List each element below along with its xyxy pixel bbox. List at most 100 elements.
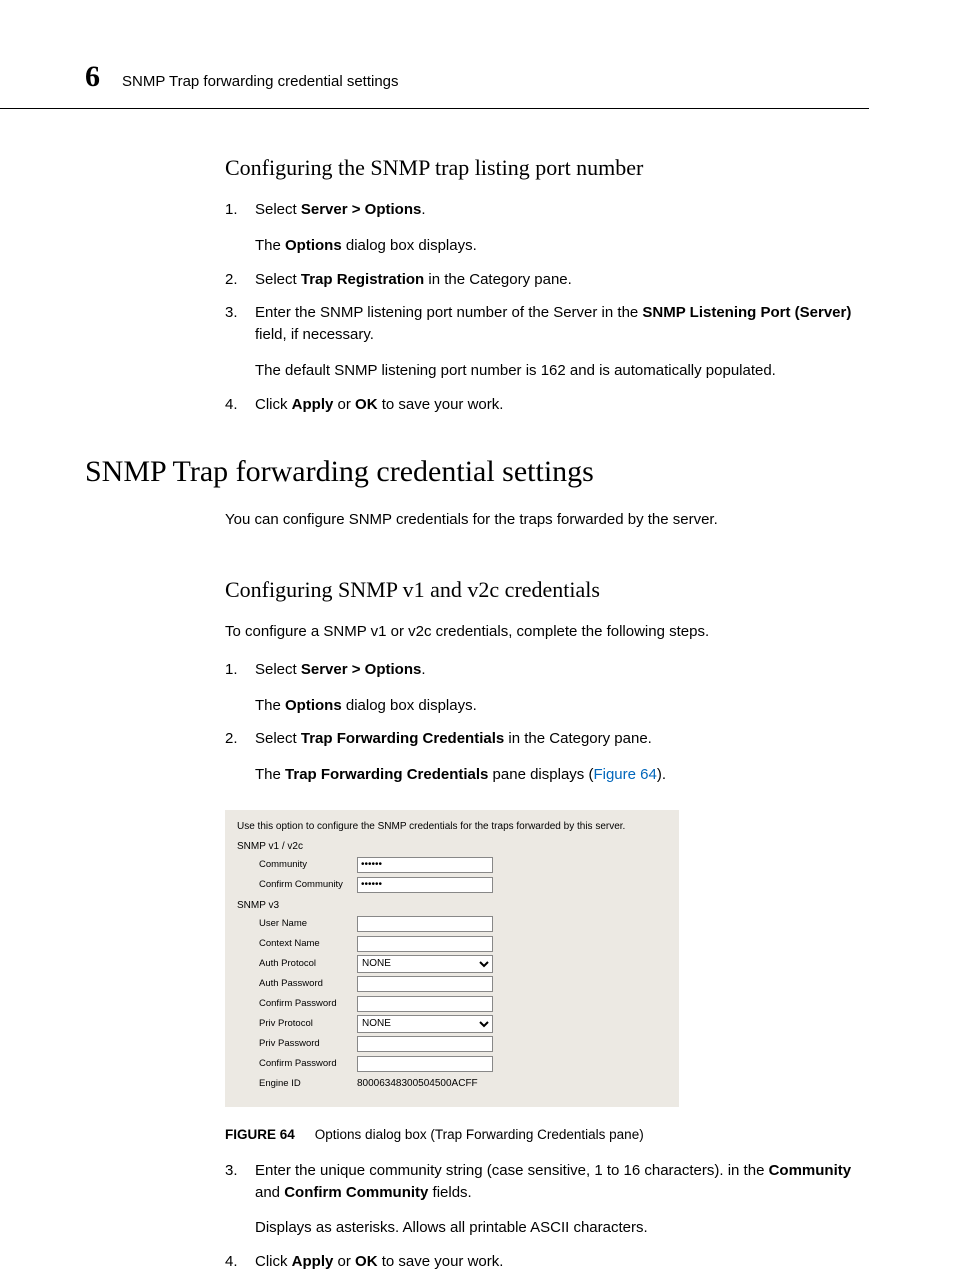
- list-item: Select Server > Options. The Options dia…: [225, 199, 869, 257]
- step-text: .: [421, 201, 425, 218]
- text: dialog box displays.: [342, 237, 477, 254]
- snmp-v3-section-label: SNMP v3: [237, 900, 667, 911]
- dialog-name: Options: [285, 237, 342, 254]
- priv-password-input[interactable]: [357, 1036, 493, 1052]
- menu-path: Server > Options: [301, 661, 421, 678]
- button-name: Apply: [292, 1253, 334, 1270]
- step-sub: The Trap Forwarding Credentials pane dis…: [255, 764, 869, 786]
- figure-64: Use this option to configure the SNMP cr…: [225, 810, 869, 1142]
- step-text: field, if necessary.: [255, 326, 374, 343]
- step-text: fields.: [428, 1184, 471, 1201]
- list-item: Select Trap Registration in the Category…: [225, 269, 869, 291]
- section-heading-credentials: SNMP Trap forwarding credential settings: [85, 455, 869, 489]
- section-intro: To configure a SNMP v1 or v2c credential…: [225, 621, 869, 643]
- section-heading-listing-port: Configuring the SNMP trap listing port n…: [225, 155, 869, 181]
- field-name: Community: [769, 1162, 852, 1179]
- step-sub: The Options dialog box displays.: [255, 235, 869, 257]
- text: The: [255, 766, 285, 783]
- priv-protocol-select[interactable]: NONE: [357, 1015, 493, 1033]
- field-row-priv-protocol: Priv Protocol NONE: [259, 1015, 667, 1033]
- field-name: Confirm Community: [284, 1184, 428, 1201]
- field-label: Auth Password: [259, 978, 357, 989]
- snmp-v1v2c-section-label: SNMP v1 / v2c: [237, 841, 667, 852]
- field-row-user-name: User Name: [259, 915, 667, 933]
- user-name-input[interactable]: [357, 916, 493, 932]
- field-label: Engine ID: [259, 1078, 357, 1089]
- step-text: in the Category pane.: [424, 271, 572, 288]
- field-row-context-name: Context Name: [259, 935, 667, 953]
- text: The: [255, 237, 285, 254]
- step-text: Click: [255, 396, 292, 413]
- page-header: 6 SNMP Trap forwarding credential settin…: [0, 0, 869, 109]
- step-text: Select: [255, 271, 301, 288]
- field-label: Community: [259, 859, 357, 870]
- field-label: Confirm Password: [259, 1058, 357, 1069]
- step-text: in the Category pane.: [504, 730, 652, 747]
- dialog-screenshot: Use this option to configure the SNMP cr…: [225, 810, 679, 1107]
- figure-caption: FIGURE 64 Options dialog box (Trap Forwar…: [225, 1127, 869, 1142]
- field-row-confirm-password-2: Confirm Password: [259, 1055, 667, 1073]
- field-label: Confirm Community: [259, 879, 357, 890]
- field-label: Priv Password: [259, 1038, 357, 1049]
- figure-caption-text: Options dialog box (Trap Forwarding Cred…: [315, 1127, 644, 1142]
- step-sub: The default SNMP listening port number i…: [255, 360, 869, 382]
- step-sub: The Options dialog box displays.: [255, 695, 869, 717]
- text: dialog box displays.: [342, 697, 477, 714]
- step-text: and: [255, 1184, 284, 1201]
- list-item: Click Apply or OK to save your work.: [225, 1251, 869, 1273]
- step-text: .: [421, 661, 425, 678]
- auth-password-input[interactable]: [357, 976, 493, 992]
- figure-number: FIGURE 64: [225, 1127, 295, 1142]
- text: ).: [657, 766, 666, 783]
- list-item: Select Trap Forwarding Credentials in th…: [225, 728, 869, 786]
- steps-v1v2c: Select Server > Options. The Options dia…: [225, 659, 869, 786]
- text: pane displays (: [488, 766, 593, 783]
- field-row-confirm-community: Confirm Community: [259, 876, 667, 894]
- list-item: Enter the SNMP listening port number of …: [225, 302, 869, 381]
- running-title: SNMP Trap forwarding credential settings: [122, 73, 399, 90]
- auth-protocol-select[interactable]: NONE: [357, 955, 493, 973]
- field-row-confirm-password: Confirm Password: [259, 995, 667, 1013]
- field-row-auth-protocol: Auth Protocol NONE: [259, 955, 667, 973]
- field-row-engine-id: Engine ID 80006348300504500ACFF: [259, 1075, 667, 1093]
- list-item: Click Apply or OK to save your work.: [225, 394, 869, 416]
- step-text: Enter the unique community string (case …: [255, 1162, 769, 1179]
- field-name: SNMP Listening Port (Server): [642, 304, 851, 321]
- list-item: Enter the unique community string (case …: [225, 1160, 869, 1239]
- field-label: Auth Protocol: [259, 958, 357, 969]
- chapter-number: 6: [85, 60, 100, 94]
- figure-link[interactable]: Figure 64: [593, 766, 656, 783]
- context-name-input[interactable]: [357, 936, 493, 952]
- list-item: Select Server > Options. The Options dia…: [225, 659, 869, 717]
- field-label: User Name: [259, 918, 357, 929]
- field-label: Priv Protocol: [259, 1018, 357, 1029]
- steps-v1v2c-continued: Enter the unique community string (case …: [225, 1160, 869, 1273]
- field-label: Confirm Password: [259, 998, 357, 1009]
- steps-listing-port: Select Server > Options. The Options dia…: [225, 199, 869, 415]
- confirm-password-input[interactable]: [357, 996, 493, 1012]
- dialog-name: Options: [285, 697, 342, 714]
- step-text: or: [333, 1253, 355, 1270]
- dialog-description: Use this option to configure the SNMP cr…: [237, 820, 667, 833]
- button-name: Apply: [292, 396, 334, 413]
- ui-element: Trap Forwarding Credentials: [301, 730, 504, 747]
- step-text: Select: [255, 661, 301, 678]
- field-label: Context Name: [259, 938, 357, 949]
- step-text: Enter the SNMP listening port number of …: [255, 304, 642, 321]
- step-text: Select: [255, 201, 301, 218]
- step-sub: Displays as asterisks. Allows all printa…: [255, 1217, 869, 1239]
- confirm-community-input[interactable]: [357, 877, 493, 893]
- community-input[interactable]: [357, 857, 493, 873]
- pane-name: Trap Forwarding Credentials: [285, 766, 488, 783]
- ui-element: Trap Registration: [301, 271, 424, 288]
- field-row-priv-password: Priv Password: [259, 1035, 667, 1053]
- step-text: to save your work.: [378, 396, 504, 413]
- confirm-password-input-2[interactable]: [357, 1056, 493, 1072]
- engine-id-value: 80006348300504500ACFF: [357, 1078, 478, 1089]
- menu-path: Server > Options: [301, 201, 421, 218]
- section-intro: You can configure SNMP credentials for t…: [225, 509, 869, 531]
- step-text: Click: [255, 1253, 292, 1270]
- field-row-auth-password: Auth Password: [259, 975, 667, 993]
- button-name: OK: [355, 396, 378, 413]
- field-row-community: Community: [259, 856, 667, 874]
